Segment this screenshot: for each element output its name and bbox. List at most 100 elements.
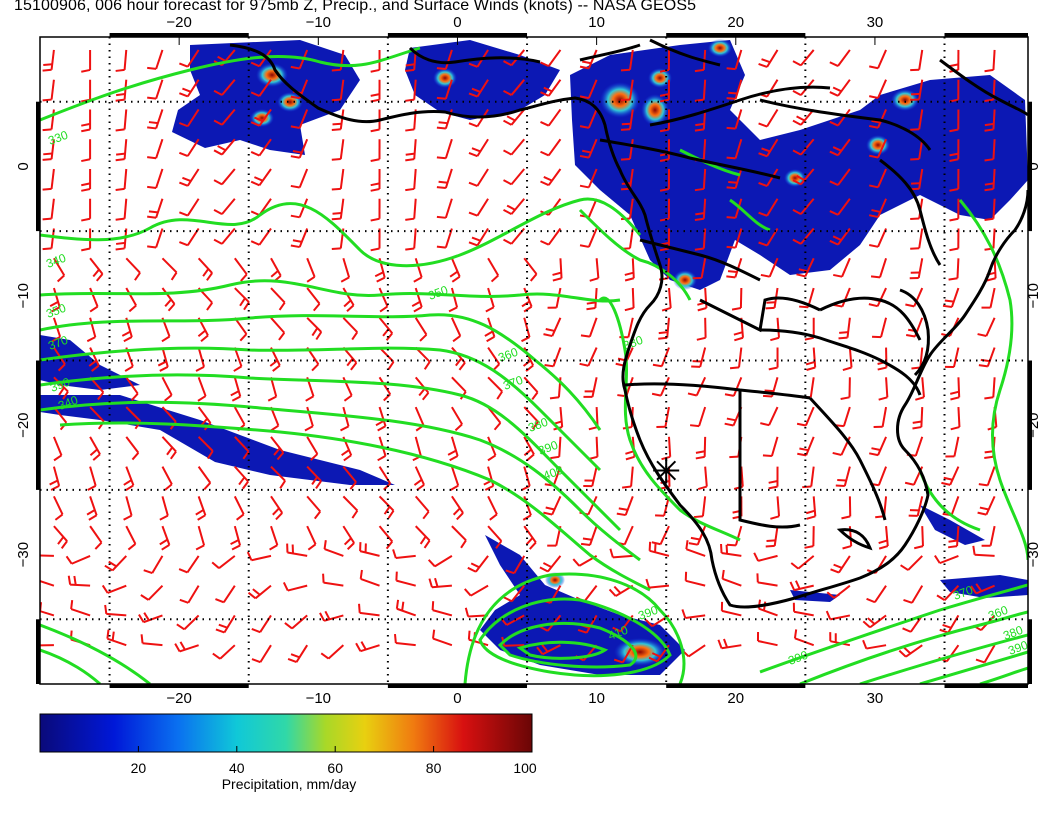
coastline [229,38,1028,609]
wind-barb [178,555,200,574]
wind-barb [115,49,128,72]
lat-tick-label-left: −20 [15,412,32,437]
wind-barb [40,602,55,617]
wind-barb [726,109,743,130]
wind-barb [405,139,417,162]
wind-barb [829,168,851,186]
wind-barb [768,466,779,490]
wind-barb [306,465,322,490]
wind-barb [436,198,453,219]
wind-barb [411,287,423,313]
wind-barb [697,287,708,312]
wind-barb [213,198,236,215]
wind-barb [792,602,814,617]
wind-barb [53,257,66,283]
frame-bar-top [387,33,528,37]
wind-barb [523,376,539,401]
wind-barb [949,168,960,192]
wind-barb [125,257,141,281]
wind-barb [873,406,888,429]
lon-tick-label-bottom: −10 [306,690,331,707]
precipitation-colorbar: 20 40 60 80 100 Precipitation, mm/day [39,713,537,792]
wind-barb [468,79,489,98]
wind-barb [544,347,562,368]
wind-barb [81,79,92,103]
wind-barb [195,525,206,551]
wind-barb [726,228,743,249]
wind-barb [414,376,430,401]
wind-barb [536,644,561,656]
page-title: 15100906, 006 hour forecast for 975mb Z,… [14,0,697,14]
contour-label: 340 [56,393,80,413]
colorbar-ticks: 20 40 60 80 100 [131,746,537,776]
wind-barb [213,108,236,126]
wind-barb [620,109,634,131]
wind-barb [405,198,417,221]
wind-barb [331,79,345,102]
wind-barb [862,639,887,650]
wind-barb [984,198,996,222]
wind-barb [729,347,743,370]
wind-barb [543,317,562,338]
wind-barb [915,377,925,401]
wind-barb [246,551,272,562]
contour-label: 350 [44,301,68,321]
contour-label: 390 [536,438,560,458]
wind-barb [88,347,100,372]
wind-barb [977,317,996,337]
wind-barb [87,466,97,491]
wind-barb [941,466,960,486]
wind-barb [978,466,996,487]
wind-barb [870,257,888,279]
wind-barb [323,540,344,557]
contour-label: 400 [541,463,565,483]
contour-label: 390 [1006,638,1030,658]
wind-barb [900,555,923,571]
wind-barb [936,584,960,601]
wind-barb [949,228,960,252]
wind-barb [282,582,308,592]
wind-barb [428,577,452,589]
wind-barb [688,525,707,546]
wind-barb [765,525,779,548]
axis-ticks: −20 −20 −10 −10 0 0 10 10 20 20 30 30 0 0 −10 −10 −20 −20… [15,14,1042,707]
wind-barb [540,79,562,97]
wind-barb [521,317,531,343]
wind-barb [230,525,242,551]
contour-label: 370 [46,333,70,353]
wind-barb [230,377,242,402]
wind-barb [503,108,526,126]
wind-barb [115,139,128,162]
wind-barb [659,109,670,133]
wind-barb [579,138,598,159]
location-marker [653,457,680,484]
wind-barb [378,317,394,341]
wind-barb [159,525,171,551]
wind-barb [179,585,200,604]
lon-tick-label-top: −10 [306,14,331,31]
wind-barb [370,168,381,192]
wind-barb [340,406,350,432]
wind-barb [81,139,92,163]
wind-barb [290,109,309,129]
wind-barb [320,644,345,660]
wind-barb [53,376,69,400]
wind-barb [342,525,355,550]
wind-barb [792,227,815,245]
wind-barb [213,168,236,186]
wind-barb [359,569,380,587]
contour-label: 360 [986,603,1010,623]
wind-barb [86,496,98,521]
wind-barb [720,601,742,617]
wind-barb [140,584,164,601]
wind-barb [179,49,200,68]
wind-barb [251,614,272,634]
frame-bar-bottom [387,684,528,688]
wind-barb [414,525,431,549]
lat-tick-label-right: −20 [1025,412,1042,437]
wind-barb [306,525,317,551]
wind-barb [756,631,778,647]
lat-tick-label-left: 0 [15,162,32,170]
wind-barb [395,599,417,617]
